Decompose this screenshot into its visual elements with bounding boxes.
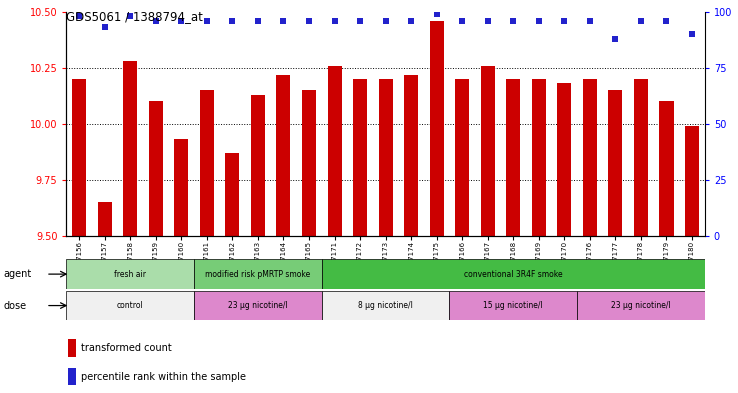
Text: 23 μg nicotine/l: 23 μg nicotine/l — [228, 301, 288, 310]
Bar — [251, 95, 265, 236]
Bar — [123, 61, 137, 236]
Bar — [557, 83, 571, 236]
Text: percentile rank within the sample: percentile rank within the sample — [80, 372, 246, 382]
Text: GDS5061 / 1388794_at: GDS5061 / 1388794_at — [66, 10, 203, 23]
Bar — [577, 291, 705, 320]
Bar — [660, 101, 674, 236]
Point — [303, 18, 315, 24]
Bar — [634, 79, 648, 236]
Bar — [174, 140, 188, 236]
Text: transformed count: transformed count — [80, 343, 171, 353]
Bar — [379, 79, 393, 236]
Point — [150, 18, 162, 24]
Bar — [480, 66, 494, 236]
Point — [686, 31, 698, 37]
Text: 8 μg nicotine/l: 8 μg nicotine/l — [358, 301, 413, 310]
Bar — [68, 368, 76, 386]
Bar — [66, 291, 194, 320]
Point — [99, 24, 111, 31]
Bar — [506, 79, 520, 236]
Bar — [225, 153, 239, 236]
Point — [405, 18, 417, 24]
Bar — [97, 202, 111, 236]
Point — [380, 18, 392, 24]
Bar — [200, 90, 214, 236]
Point — [533, 18, 545, 24]
Bar — [322, 291, 449, 320]
Point — [482, 18, 494, 24]
Text: 15 μg nicotine/l: 15 μg nicotine/l — [483, 301, 543, 310]
Point — [354, 18, 366, 24]
Point — [610, 35, 621, 42]
Point — [176, 18, 187, 24]
Point — [328, 18, 340, 24]
Point — [559, 18, 570, 24]
Bar — [322, 259, 705, 289]
Bar — [72, 79, 86, 236]
Bar — [353, 79, 367, 236]
Text: conventional 3R4F smoke: conventional 3R4F smoke — [464, 270, 562, 279]
Bar — [302, 90, 316, 236]
Bar — [532, 79, 546, 236]
Text: fresh air: fresh air — [114, 270, 146, 279]
Bar — [66, 259, 194, 289]
Text: dose: dose — [4, 301, 27, 310]
Point — [661, 18, 672, 24]
Bar — [685, 126, 699, 236]
Bar — [194, 291, 322, 320]
Point — [635, 18, 647, 24]
Point — [584, 18, 596, 24]
Point — [201, 18, 213, 24]
Point — [227, 18, 238, 24]
Point — [431, 11, 443, 17]
Bar — [455, 79, 469, 236]
Point — [73, 13, 85, 19]
Bar — [149, 101, 163, 236]
Point — [508, 18, 520, 24]
Point — [252, 18, 264, 24]
Bar — [449, 291, 577, 320]
Bar — [430, 21, 444, 236]
Point — [456, 18, 468, 24]
Bar — [583, 79, 597, 236]
Bar — [608, 90, 622, 236]
Text: agent: agent — [4, 269, 32, 279]
Bar — [194, 259, 322, 289]
Text: control: control — [117, 301, 144, 310]
Bar — [277, 75, 291, 236]
Point — [124, 13, 137, 19]
Bar — [68, 339, 76, 356]
Text: 23 μg nicotine/l: 23 μg nicotine/l — [611, 301, 671, 310]
Bar — [404, 75, 418, 236]
Bar — [328, 66, 342, 236]
Text: modified risk pMRTP smoke: modified risk pMRTP smoke — [205, 270, 311, 279]
Point — [277, 18, 289, 24]
